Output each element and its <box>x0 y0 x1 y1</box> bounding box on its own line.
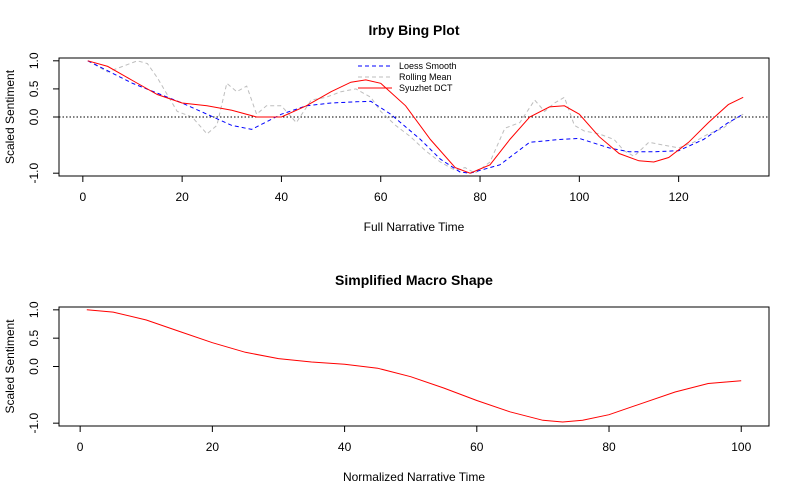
legend-label: Loess Smooth <box>399 61 457 71</box>
series-line-loess-smooth <box>87 60 744 174</box>
top-chart-panel: Irby Bing Plot 0 20 40 60 80 100 120 1.0 0.5 0.0 -1… <box>3 22 770 234</box>
x-axis-label: Normalized Narrative Time <box>343 470 485 484</box>
y-tick-label: -1.0 <box>27 163 41 184</box>
x-axis-label: Full Narrative Time <box>364 220 465 234</box>
legend-label: Rolling Mean <box>399 72 452 82</box>
x-tick-label: 20 <box>175 190 189 204</box>
y-axis-label: Scaled Sentiment <box>3 69 17 164</box>
x-tick-label: 40 <box>338 440 352 454</box>
y-axis-label: Scaled Sentiment <box>3 319 17 414</box>
x-tick-label: 0 <box>77 440 84 454</box>
series-line-macro-shape <box>86 309 742 423</box>
x-tick-label: 0 <box>79 190 86 204</box>
x-tick-label: 120 <box>669 190 689 204</box>
x-tick-label: 100 <box>569 190 589 204</box>
plot-frame <box>58 306 770 427</box>
x-tick-label: 20 <box>206 440 220 454</box>
y-tick-label: 0.5 <box>27 330 41 347</box>
y-tick-label: 1.0 <box>27 52 41 69</box>
x-tick-label: 80 <box>473 190 487 204</box>
x-tick-label: 60 <box>374 190 388 204</box>
series-line-syuzhet-dct <box>87 60 744 174</box>
x-tick-label: 80 <box>602 440 616 454</box>
series-line-rolling-mean <box>87 60 744 174</box>
y-tick-label: -1.0 <box>27 413 41 434</box>
x-tick-label: 60 <box>470 440 484 454</box>
y-tick-label: 0.0 <box>27 358 41 375</box>
y-tick-label: 0.5 <box>27 80 41 97</box>
chart-title: Simplified Macro Shape <box>335 272 493 288</box>
y-tick-label: 0.0 <box>27 108 41 125</box>
y-tick-label: 1.0 <box>27 301 41 318</box>
x-tick-label: 40 <box>275 190 289 204</box>
chart-title: Irby Bing Plot <box>369 22 460 38</box>
bottom-chart-panel: Simplified Macro Shape 0 20 40 60 80 100 1.0 0.5… <box>3 272 770 484</box>
x-tick-label: 100 <box>731 440 751 454</box>
legend-label: Syuzhet DCT <box>399 83 453 93</box>
